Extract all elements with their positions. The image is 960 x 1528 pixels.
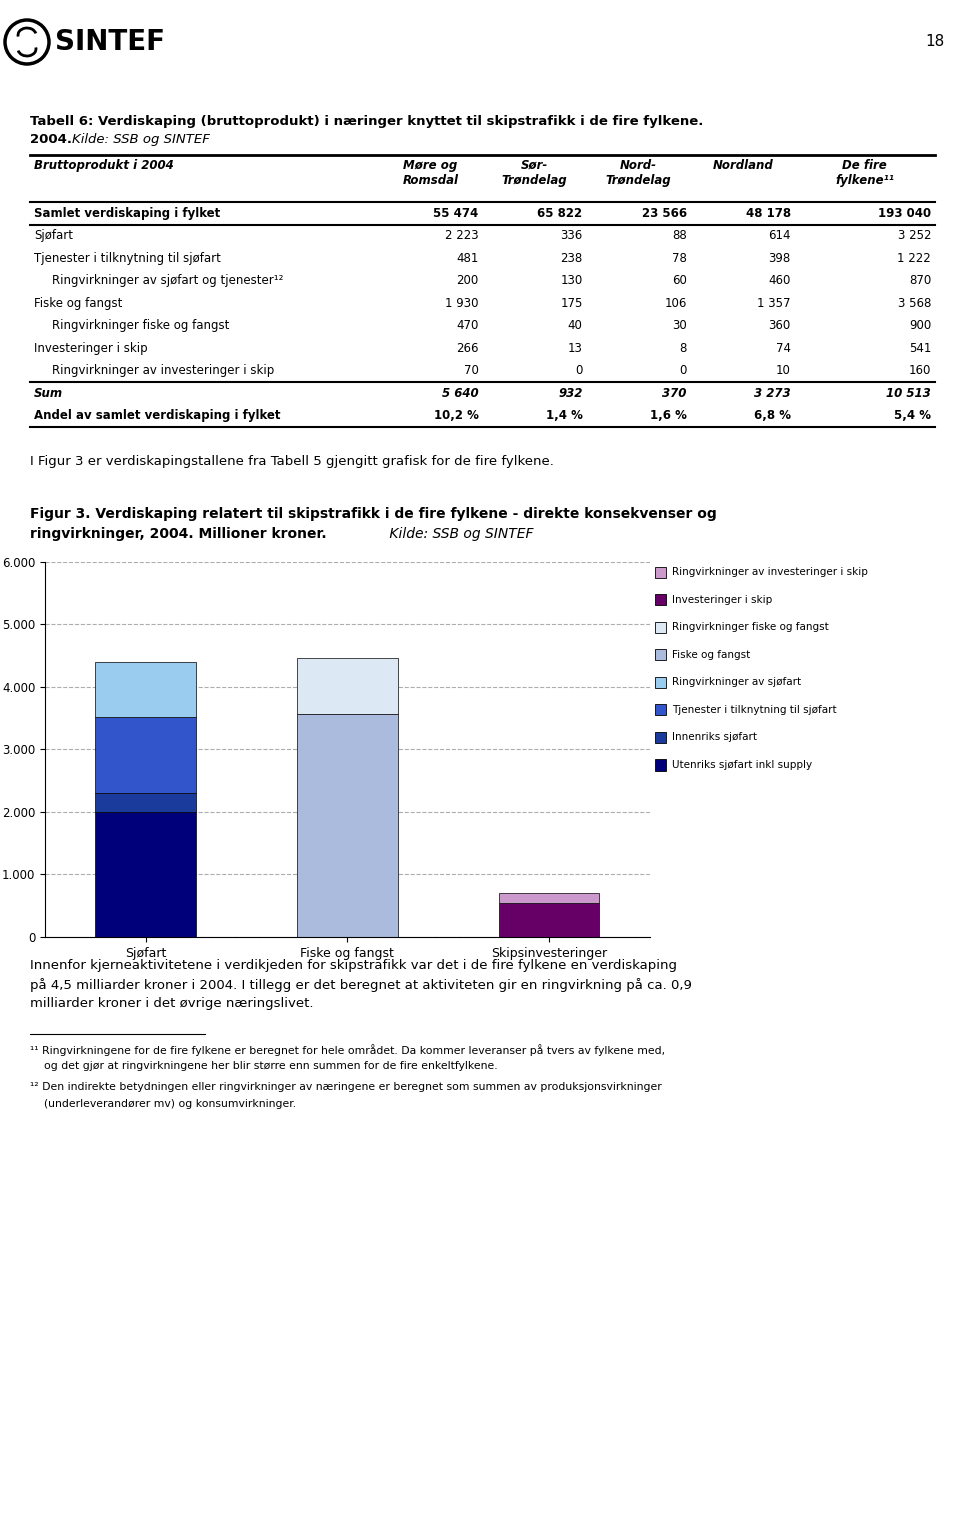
Text: Sum: Sum [34, 387, 63, 400]
Text: Sjøfart: Sjøfart [34, 229, 73, 243]
Text: 370: 370 [662, 387, 686, 400]
Text: 78: 78 [672, 252, 686, 264]
Text: 175: 175 [561, 296, 583, 310]
Text: 106: 106 [664, 296, 686, 310]
Text: Andel av samlet verdiskaping i fylket: Andel av samlet verdiskaping i fylket [34, 410, 280, 422]
Text: 900: 900 [909, 319, 931, 332]
Text: 3 252: 3 252 [898, 229, 931, 243]
Text: Ringvirkninger av investeringer i skip: Ringvirkninger av investeringer i skip [52, 364, 275, 377]
Text: 193 040: 193 040 [877, 206, 931, 220]
Text: 70: 70 [464, 364, 478, 377]
Text: 200: 200 [456, 274, 478, 287]
Text: Samlet verdiskaping i fylket: Samlet verdiskaping i fylket [34, 206, 220, 220]
Text: Investeringer i skip: Investeringer i skip [672, 594, 772, 605]
Text: 541: 541 [908, 342, 931, 354]
Text: ¹¹ Ringvirkningene for de fire fylkene er beregnet for hele området. Da kommer l: ¹¹ Ringvirkningene for de fire fylkene e… [30, 1044, 665, 1056]
Text: 88: 88 [672, 229, 686, 243]
Bar [498, 894, 599, 903]
Text: 266: 266 [456, 342, 478, 354]
Text: Tabell 6: Verdiskaping (bruttoprodukt) i næringer knyttet til skipstrafikk i de : Tabell 6: Verdiskaping (bruttoprodukt) i… [30, 115, 704, 128]
Bar [297, 657, 397, 714]
Text: 74: 74 [776, 342, 791, 354]
Text: 870: 870 [909, 274, 931, 287]
Text: 5 640: 5 640 [442, 387, 478, 400]
Text: 10 513: 10 513 [886, 387, 931, 400]
Text: Tjenester i tilknytning til sjøfart: Tjenester i tilknytning til sjøfart [34, 252, 221, 264]
Text: Utenriks sjøfart inkl supply: Utenriks sjøfart inkl supply [672, 759, 812, 770]
Bar [95, 663, 196, 717]
Text: 5,4 %: 5,4 % [894, 410, 931, 422]
Text: 470: 470 [456, 319, 478, 332]
Text: og det gjør at ringvirkningene her blir større enn summen for de fire enkeltfylk: og det gjør at ringvirkningene her blir … [30, 1060, 497, 1071]
Text: De fire
fylkene¹¹: De fire fylkene¹¹ [835, 159, 895, 186]
Text: Investeringer i skip: Investeringer i skip [34, 342, 148, 354]
Text: Fiske og fangst: Fiske og fangst [672, 649, 750, 660]
Text: 10,2 %: 10,2 % [434, 410, 478, 422]
Text: 1,4 %: 1,4 % [545, 410, 583, 422]
Text: 6,8 %: 6,8 % [754, 410, 791, 422]
Text: 0: 0 [575, 364, 583, 377]
Text: 3 273: 3 273 [755, 387, 791, 400]
Text: 2 223: 2 223 [444, 229, 478, 243]
Text: Sør-
Trøndelag: Sør- Trøndelag [502, 159, 567, 186]
Text: på 4,5 milliarder kroner i 2004. I tillegg er det beregnet at aktiviteten gir en: på 4,5 milliarder kroner i 2004. I tille… [30, 978, 692, 992]
Text: Fiske og fangst: Fiske og fangst [34, 296, 122, 310]
Text: 1 357: 1 357 [757, 296, 791, 310]
Text: 360: 360 [768, 319, 791, 332]
Text: 60: 60 [672, 274, 686, 287]
Text: Ringvirkninger av sjøfart: Ringvirkninger av sjøfart [672, 677, 801, 688]
Text: Kilde: SSB og SINTEF: Kilde: SSB og SINTEF [72, 133, 210, 147]
Bar [95, 717, 196, 793]
Text: 40: 40 [567, 319, 583, 332]
Text: Ringvirkninger fiske og fangst: Ringvirkninger fiske og fangst [672, 622, 828, 633]
Text: 48 178: 48 178 [746, 206, 791, 220]
Text: 614: 614 [768, 229, 791, 243]
Text: Kilde: SSB og SINTEF: Kilde: SSB og SINTEF [385, 527, 534, 541]
Text: 238: 238 [561, 252, 583, 264]
Text: 30: 30 [672, 319, 686, 332]
Text: Tjenester i tilknytning til sjøfart: Tjenester i tilknytning til sjøfart [672, 704, 836, 715]
Text: 55 474: 55 474 [433, 206, 478, 220]
Text: 398: 398 [768, 252, 791, 264]
Text: 18: 18 [925, 35, 945, 49]
Text: Ringvirkninger av sjøfart og tjenester¹²: Ringvirkninger av sjøfart og tjenester¹² [52, 274, 283, 287]
Text: Innenriks sjøfart: Innenriks sjøfart [672, 732, 756, 743]
Bar [95, 793, 196, 811]
Text: 460: 460 [768, 274, 791, 287]
Text: Bruttoprodukt i 2004: Bruttoprodukt i 2004 [34, 159, 174, 173]
Text: 1,6 %: 1,6 % [650, 410, 686, 422]
Text: 23 566: 23 566 [641, 206, 686, 220]
Text: 1 222: 1 222 [898, 252, 931, 264]
Text: SINTEF: SINTEF [55, 28, 165, 57]
Text: 2004.: 2004. [30, 133, 72, 147]
Text: 932: 932 [558, 387, 583, 400]
Text: Innenfor kjerneaktivitetene i verdikjeden for skipstrafikk var det i de fire fyl: Innenfor kjerneaktivitetene i verdikjede… [30, 960, 677, 972]
Text: 130: 130 [561, 274, 583, 287]
Text: milliarder kroner i det øvrige næringslivet.: milliarder kroner i det øvrige næringsli… [30, 996, 314, 1010]
Text: Nord-
Trøndelag: Nord- Trøndelag [606, 159, 671, 186]
Text: Ringvirkninger fiske og fangst: Ringvirkninger fiske og fangst [52, 319, 229, 332]
Text: Ringvirkninger av investeringer i skip: Ringvirkninger av investeringer i skip [672, 567, 868, 578]
Text: 3 568: 3 568 [898, 296, 931, 310]
Text: Møre og
Romsdal: Møre og Romsdal [402, 159, 459, 186]
Text: ¹² Den indirekte betydningen eller ringvirkninger av næringene er beregnet som s: ¹² Den indirekte betydningen eller ringv… [30, 1082, 661, 1093]
Text: Nordland: Nordland [712, 159, 773, 173]
Text: 8: 8 [680, 342, 686, 354]
Text: 481: 481 [456, 252, 478, 264]
Text: 336: 336 [561, 229, 583, 243]
Text: 160: 160 [908, 364, 931, 377]
Text: Figur 3. Verdiskaping relatert til skipstrafikk i de fire fylkene - direkte kons: Figur 3. Verdiskaping relatert til skips… [30, 507, 717, 521]
Bar [95, 811, 196, 937]
Text: 65 822: 65 822 [538, 206, 583, 220]
Text: 1 930: 1 930 [445, 296, 478, 310]
Text: 13: 13 [567, 342, 583, 354]
Bar [297, 714, 397, 937]
Text: ringvirkninger, 2004. Millioner kroner.: ringvirkninger, 2004. Millioner kroner. [30, 527, 326, 541]
Text: I Figur 3 er verdiskapingstallene fra Tabell 5 gjengitt grafisk for de fire fylk: I Figur 3 er verdiskapingstallene fra Ta… [30, 455, 554, 468]
Text: (underleverandører mv) og konsumvirkninger.: (underleverandører mv) og konsumvirkning… [30, 1099, 296, 1109]
Text: 0: 0 [680, 364, 686, 377]
Text: 10: 10 [776, 364, 791, 377]
Bar [498, 903, 599, 937]
